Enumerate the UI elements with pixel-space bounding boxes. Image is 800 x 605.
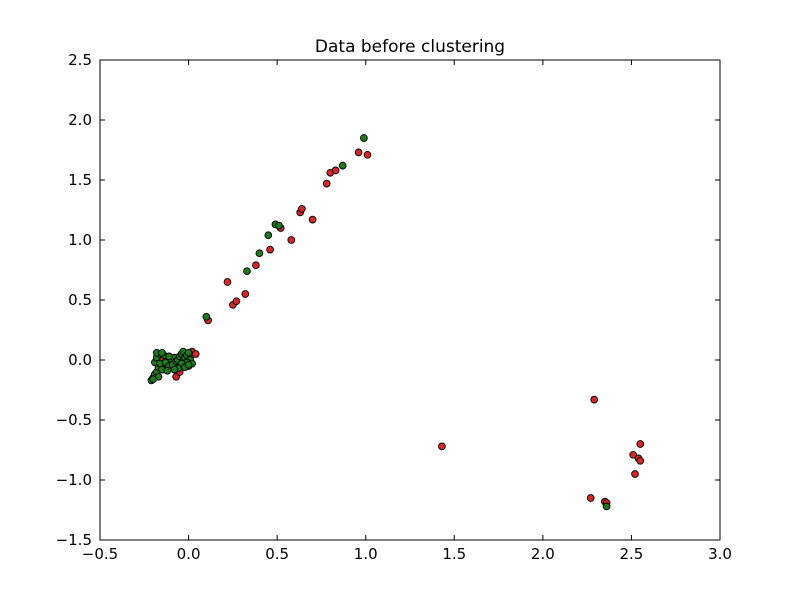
x-tick-label: −0.5 xyxy=(82,545,118,563)
data-point xyxy=(331,166,340,175)
x-tick-label: 2.0 xyxy=(531,545,555,563)
data-point xyxy=(586,494,595,502)
y-tick-label: −1.5 xyxy=(56,531,92,549)
plot-frame xyxy=(99,59,721,541)
data-point xyxy=(202,312,211,321)
data-point xyxy=(170,365,179,374)
chart-title: Data before clustering xyxy=(315,37,505,57)
data-point xyxy=(636,440,645,448)
data-point xyxy=(184,360,193,369)
data-point xyxy=(241,290,250,298)
x-tick-label: 0.0 xyxy=(177,545,201,563)
data-point xyxy=(149,375,157,384)
data-point xyxy=(636,456,645,465)
data-point xyxy=(275,221,283,230)
x-tick-label: 0.5 xyxy=(265,545,289,563)
data-point xyxy=(158,348,166,357)
axis-ticks: −0.5 0.0 0.5 1.0 1.5 2.0 2.5 3.0 −1.5 −1.0 −0.5 0.0… xyxy=(56,51,732,563)
data-point xyxy=(223,278,232,286)
data-point xyxy=(191,350,200,358)
y-tick-label: 2.0 xyxy=(68,111,92,129)
data-point xyxy=(354,148,363,157)
data-point xyxy=(438,442,446,451)
x-tick-label: 1.5 xyxy=(442,545,466,563)
y-tick-label: −0.5 xyxy=(56,411,92,429)
data-point xyxy=(266,245,274,254)
x-tick-label: 1.0 xyxy=(354,545,378,563)
data-point xyxy=(298,204,306,213)
data-point xyxy=(322,179,331,188)
data-point xyxy=(243,267,251,276)
y-tick-label: 2.5 xyxy=(68,51,92,69)
y-tick-label: 0.5 xyxy=(68,291,92,309)
data-point xyxy=(631,470,639,478)
data-point xyxy=(590,395,599,404)
y-tick-label: 0.0 xyxy=(68,351,92,369)
data-point xyxy=(363,150,372,159)
data-point xyxy=(629,450,638,459)
data-point xyxy=(255,249,264,258)
data-point xyxy=(338,161,347,170)
data-point xyxy=(163,366,172,375)
y-tick-label: −1.0 xyxy=(56,471,92,489)
y-tick-label: 1.0 xyxy=(68,231,92,249)
data-point xyxy=(602,502,611,511)
data-point xyxy=(184,348,193,357)
data-point xyxy=(308,215,317,224)
data-point xyxy=(165,352,173,361)
data-point xyxy=(360,134,368,142)
y-tick-label: 1.5 xyxy=(68,171,92,189)
data-point xyxy=(264,231,273,240)
x-tick-label: 3.0 xyxy=(708,545,732,563)
data-point xyxy=(232,297,241,306)
points-layer xyxy=(147,134,645,511)
data-point xyxy=(287,236,296,244)
data-point xyxy=(252,261,260,270)
x-tick-label: 2.5 xyxy=(619,545,643,563)
